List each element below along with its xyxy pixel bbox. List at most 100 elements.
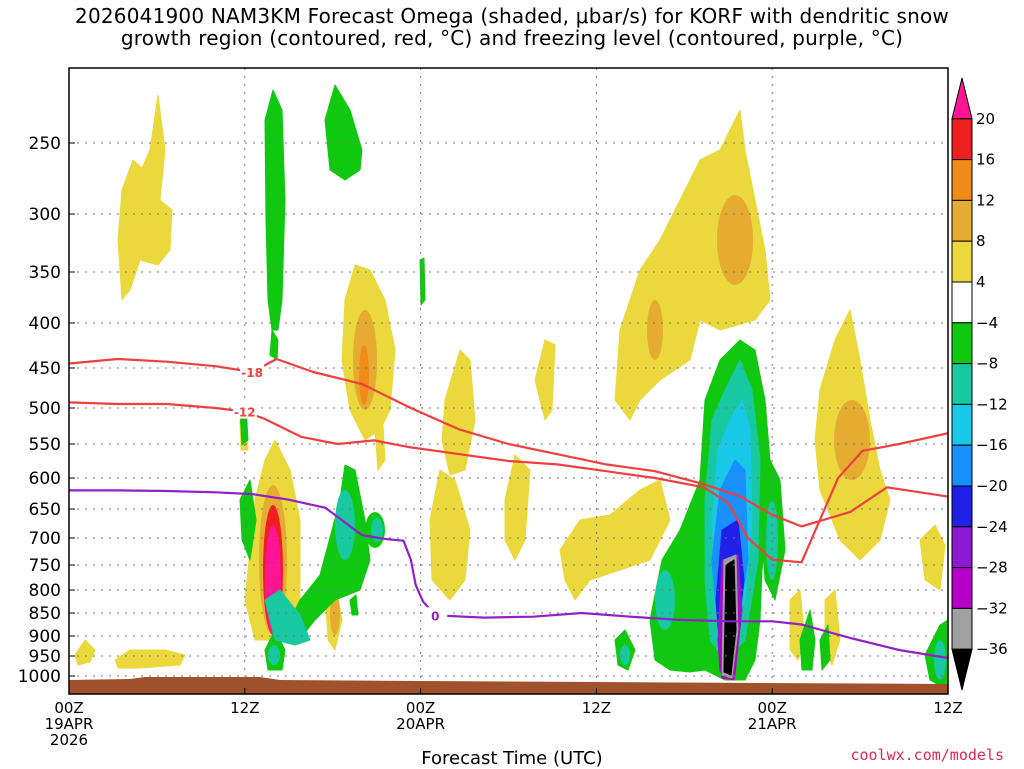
y-tick-label: 400 xyxy=(29,314,61,334)
y-tick-label: 450 xyxy=(29,359,61,379)
colorbar-swatch xyxy=(951,240,973,283)
colorbar-label: −16 xyxy=(976,436,1008,454)
colorbar-swatch xyxy=(951,118,973,161)
plot-frame xyxy=(68,67,949,695)
colorbar-label: 4 xyxy=(976,273,986,291)
x-tick-label: 12Z xyxy=(933,699,962,717)
chart-title-line1: 2026041900 NAM3KM Forecast Omega (shaded… xyxy=(75,4,949,28)
omega-shade-upward-weak xyxy=(74,639,96,666)
omega-shade-downward-moderate xyxy=(934,640,946,680)
colorbar-label: 12 xyxy=(976,191,995,209)
colorbar-label: 20 xyxy=(976,110,995,128)
y-tick-label: 300 xyxy=(29,205,61,225)
omega-shade-upward-weak xyxy=(114,649,186,669)
colorbar-label: −8 xyxy=(976,355,998,373)
x-tick-label: 00Z xyxy=(54,699,83,717)
colorbar-swatch xyxy=(951,199,973,242)
omega-shade-downward-weak xyxy=(239,479,257,561)
omega-shade-downward-moderate xyxy=(264,589,311,646)
contour-label: -12 xyxy=(234,406,256,420)
colorbar-label: −36 xyxy=(976,640,1008,658)
colorbar-label: −32 xyxy=(976,599,1008,617)
omega-shade-upward-weak xyxy=(534,339,556,421)
x-tick-label: 21APR xyxy=(748,715,797,733)
colorbar-label: −20 xyxy=(976,477,1008,495)
y-tick-label: 350 xyxy=(29,263,61,283)
colorbar-swatch xyxy=(951,526,973,569)
omega-shade-upward-weak xyxy=(559,479,671,601)
omega-shade-upward-weak xyxy=(919,524,946,591)
x-tick-label: 2026 xyxy=(50,731,88,749)
contour-label-bg xyxy=(232,403,257,419)
contour-line xyxy=(69,357,948,528)
colorbar-swatch xyxy=(951,281,973,324)
credit-link[interactable]: coolwx.com/models xyxy=(850,746,1004,764)
omega-shade-upward-weak xyxy=(504,454,531,561)
omega-shade-upward-moderate xyxy=(834,400,870,480)
colorbar-swatch xyxy=(951,77,973,120)
colorbar-swatch xyxy=(951,648,973,691)
colorbar-swatch xyxy=(951,485,973,528)
x-tick-label: 12Z xyxy=(230,699,259,717)
y-tick-label: 950 xyxy=(29,647,61,667)
colorbar-label: −4 xyxy=(976,314,998,332)
omega-shade-downward-weak xyxy=(419,257,426,306)
omega-shade-downward-weak xyxy=(680,540,700,580)
contour-label: 0 xyxy=(431,609,439,623)
colorbar-swatch xyxy=(951,322,973,365)
colorbar-label: −12 xyxy=(976,395,1008,413)
y-tick-label: 500 xyxy=(29,399,61,419)
x-tick-label: 00Z xyxy=(758,699,787,717)
y-tick-label: 800 xyxy=(29,581,61,601)
omega-shade-downward-max-core xyxy=(723,559,737,676)
terrain-surface xyxy=(69,677,948,694)
omega-shade-upward-moderate xyxy=(717,195,753,285)
x-tick-label: 20APR xyxy=(396,715,445,733)
contour-label-bg xyxy=(423,607,448,623)
y-tick-label: 550 xyxy=(29,435,61,455)
colorbar-label: −28 xyxy=(976,559,1008,577)
omega-shade-downward-moderate xyxy=(620,645,630,665)
colorbar-swatch xyxy=(951,567,973,609)
y-tick-label: 850 xyxy=(29,604,61,624)
colorbar-swatch xyxy=(951,363,973,405)
contour-label: -18 xyxy=(241,366,263,380)
x-axis-label: Forecast Time (UTC) xyxy=(421,748,603,769)
colorbar-swatch xyxy=(951,444,973,487)
colorbar-label: −24 xyxy=(976,518,1008,536)
omega-shade-upward-moderate xyxy=(330,595,340,635)
chart-title-line2: growth region (contoured, red, °C) and f… xyxy=(120,26,904,50)
y-tick-label: 600 xyxy=(29,469,61,489)
omega-shade-upward-weak xyxy=(441,349,476,476)
omega-shade-upward-weak xyxy=(374,424,386,471)
y-tick-label: 1000 xyxy=(18,667,61,687)
colorbar-swatch xyxy=(951,607,973,650)
omega-shade-downward-moderate xyxy=(655,570,675,630)
y-tick-label: 900 xyxy=(29,627,61,647)
contour-line xyxy=(69,489,948,660)
omega-shade-downward-weak xyxy=(264,89,286,331)
omega-shade-downward-moderate xyxy=(335,490,355,560)
colorbar-swatch xyxy=(951,403,973,446)
y-tick-label: 700 xyxy=(29,529,61,549)
omega-shade-upward-strong xyxy=(359,345,369,405)
y-tick-label: 250 xyxy=(29,134,61,154)
x-tick-label: 12Z xyxy=(582,699,611,717)
y-tick-label: 650 xyxy=(29,500,61,520)
contour-label-bg xyxy=(240,364,265,379)
omega-shade-downward-weak xyxy=(324,84,363,181)
x-tick-label: 00Z xyxy=(406,699,435,717)
omega-shade-upward-weak xyxy=(429,469,471,601)
plot-area xyxy=(69,68,948,694)
omega-shade-upward-moderate xyxy=(647,300,663,360)
omega-shade-upward-weak xyxy=(117,94,173,301)
y-tick-label: 750 xyxy=(29,556,61,576)
colorbar-swatch xyxy=(951,159,973,201)
colorbar-label: 8 xyxy=(976,232,986,250)
omega-shade-downward-weak xyxy=(799,609,816,671)
omega-shade-downward-weak xyxy=(349,594,359,616)
x-tick-label: 19APR xyxy=(45,715,94,733)
omega-shade-downward-moderate xyxy=(268,645,280,665)
colorbar-label: 16 xyxy=(976,151,995,169)
